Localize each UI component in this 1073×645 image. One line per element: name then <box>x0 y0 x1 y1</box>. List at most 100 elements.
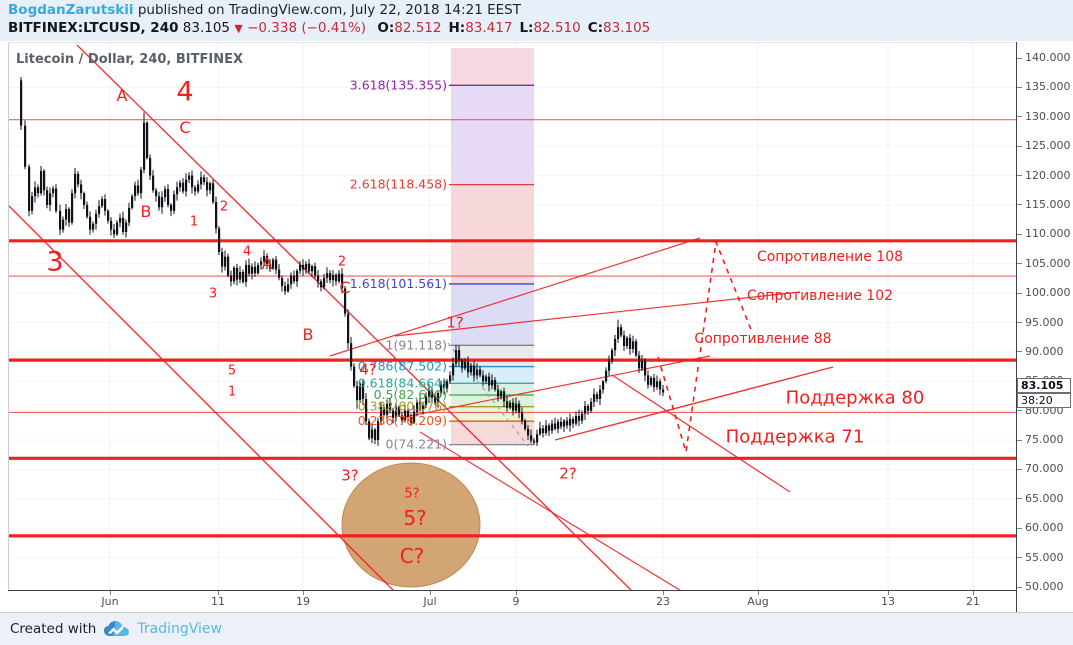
candle-body <box>80 184 83 194</box>
candle-body <box>134 185 137 197</box>
candle-body <box>500 391 503 397</box>
candle-body <box>383 407 386 415</box>
candle-body <box>365 398 368 422</box>
candle-body <box>554 423 557 429</box>
candle-body <box>71 193 74 223</box>
candle-body <box>461 360 464 369</box>
candle-body <box>476 369 479 376</box>
fib-band-fill <box>451 283 534 346</box>
candle-body <box>55 188 58 211</box>
ascending-2-trendline <box>394 291 801 337</box>
candle-body <box>551 423 554 431</box>
candle-body <box>539 428 542 435</box>
fib-band-fill <box>451 184 534 284</box>
price-tick-mark <box>1017 175 1022 177</box>
price-axis[interactable]: 140.000 135.000 130.000 125.000 120.000 115.0… <box>1016 42 1073 612</box>
fib-band-fill <box>451 48 534 86</box>
candle-body <box>353 366 356 386</box>
price-tick-label: 70.000 <box>1025 462 1064 476</box>
candle-body <box>302 264 305 270</box>
candle-body <box>389 403 392 411</box>
candle-body <box>212 183 215 203</box>
candle-body <box>179 182 182 188</box>
candle-body <box>455 350 458 364</box>
fib-label: 1.618(101.561) <box>350 276 447 291</box>
price-tick-mark <box>1017 351 1022 353</box>
annotation-label: 2 <box>338 255 346 270</box>
price-tick-label: 90.000 <box>1025 344 1064 358</box>
header: BogdanZarutskii published on TradingView… <box>0 0 1073 41</box>
ticker-bar: BITFINEX:LTCUSD, 240 83.105 ▼ −0.338 (−0… <box>8 20 650 36</box>
price-tick-label: 105.000 <box>1025 256 1071 270</box>
idea-circle <box>341 462 481 588</box>
price-tick-mark <box>1017 439 1022 441</box>
badge-countdown: 38:20 <box>1017 393 1071 409</box>
fib-diagonal <box>447 342 529 447</box>
time-tick-mark <box>758 591 759 595</box>
annotation-label: 4 <box>243 245 251 260</box>
fib-label: 0.5(82.670) <box>374 387 447 402</box>
fib-label: 0.786(87.502) <box>358 359 447 374</box>
candle-body <box>65 209 68 220</box>
candle-body <box>557 421 560 429</box>
candle-body <box>395 407 398 418</box>
fib-band-fill <box>451 85 534 185</box>
candle-body <box>52 188 55 194</box>
price-tick-mark <box>1017 145 1022 147</box>
price-chart[interactable]: 3.618(135.355) 2.618(118.458) 1.618(101.56… <box>8 42 1016 590</box>
tradingview-brand[interactable]: TradingView <box>137 621 222 637</box>
candle-body <box>386 403 389 415</box>
price-tick-label: 135.000 <box>1025 80 1071 94</box>
candle-body <box>83 193 86 205</box>
annotation-label: Поддержка 71 <box>726 426 865 447</box>
candle-body <box>299 264 302 271</box>
fib-label: 2.618(118.458) <box>350 177 447 192</box>
candle-body <box>611 350 614 361</box>
time-tick-label: Jul <box>423 595 437 608</box>
candle-body <box>623 335 626 347</box>
fib-label: 0.236(78.209) <box>358 413 447 428</box>
candle-body <box>578 415 581 421</box>
candle-body <box>638 355 641 369</box>
candle-body <box>158 196 161 208</box>
price-tick-mark <box>1017 57 1022 59</box>
author-link[interactable]: BogdanZarutskii <box>8 2 134 18</box>
candle-body <box>200 177 203 185</box>
candle-body <box>206 182 209 191</box>
annotation-label: 5? <box>403 506 426 530</box>
candle-body <box>527 428 530 436</box>
candle-body <box>317 275 320 282</box>
candle-body <box>275 259 278 270</box>
time-tick-mark <box>888 591 889 595</box>
candle-body <box>113 229 116 235</box>
price-tick-mark <box>1017 86 1022 88</box>
candle-body <box>452 363 455 376</box>
candle-body <box>24 125 27 167</box>
candle-body <box>323 277 326 288</box>
candle-body <box>380 407 383 422</box>
candle-body <box>512 402 515 411</box>
candle-body <box>332 274 335 281</box>
fib-label: 0.382(80.676) <box>358 399 447 414</box>
annotation-label: C <box>179 118 190 137</box>
candle-body <box>185 179 188 192</box>
candle-body <box>467 361 470 373</box>
candle-body <box>371 429 374 439</box>
candle-body <box>503 391 506 402</box>
candle-body <box>278 269 281 278</box>
candle-body <box>617 327 620 339</box>
candle-body <box>254 266 257 274</box>
candle-body <box>593 394 596 402</box>
candle-body <box>191 175 194 188</box>
time-axis[interactable]: Jun 11 19 Jul 9 23 Aug 13 21 <box>8 590 1016 613</box>
candle-body <box>437 393 440 403</box>
candle-body <box>37 187 40 194</box>
price-tick-label: 100.000 <box>1025 286 1071 300</box>
price-tick-mark <box>1017 527 1022 529</box>
candle-body <box>419 402 422 409</box>
candle-body <box>470 365 473 373</box>
annotation-label: 4 <box>176 77 193 108</box>
candle-body <box>464 361 467 369</box>
candle-body <box>491 380 494 386</box>
